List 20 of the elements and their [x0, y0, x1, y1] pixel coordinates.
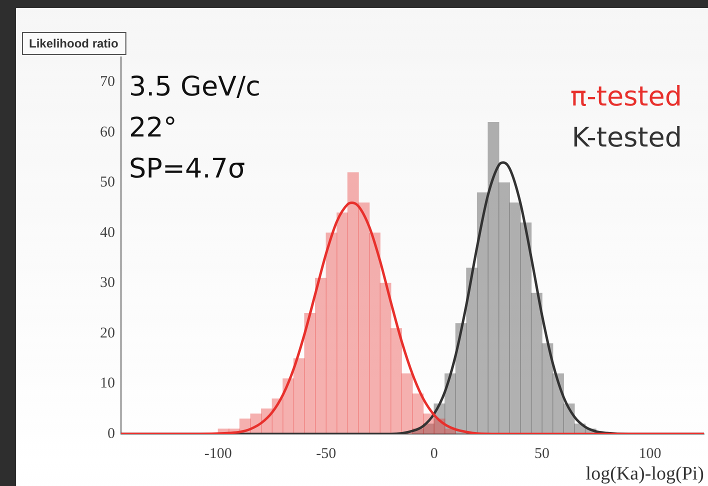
text: π-tested [570, 82, 682, 113]
y-tick-label: 0 [108, 426, 115, 442]
y-tick-label: 20 [100, 325, 115, 342]
y-tick-label: 40 [100, 224, 115, 241]
x-tick-label: 100 [638, 446, 662, 462]
annotation: 3.5 GeV/c [129, 72, 260, 103]
y-tick-label: 70 [100, 74, 115, 90]
x-tick-label: -50 [316, 446, 336, 462]
annotation: 22° [129, 112, 177, 144]
x-axis-title: log(Ka)-log(Pi) [586, 463, 704, 484]
x-tick-label: -100 [204, 446, 232, 462]
x-tick-label: 50 [534, 446, 550, 462]
y-tick-label: 60 [100, 124, 115, 140]
x-tick-label: 0 [430, 446, 438, 462]
y-tick-label: 50 [100, 174, 115, 191]
y-tick-label: 10 [100, 376, 115, 392]
chart-title: Likelihood ratio [29, 36, 118, 50]
y-tick-label: 30 [100, 275, 115, 292]
annotation: SP=4.7σ [129, 154, 246, 185]
text: K-tested [572, 122, 682, 154]
